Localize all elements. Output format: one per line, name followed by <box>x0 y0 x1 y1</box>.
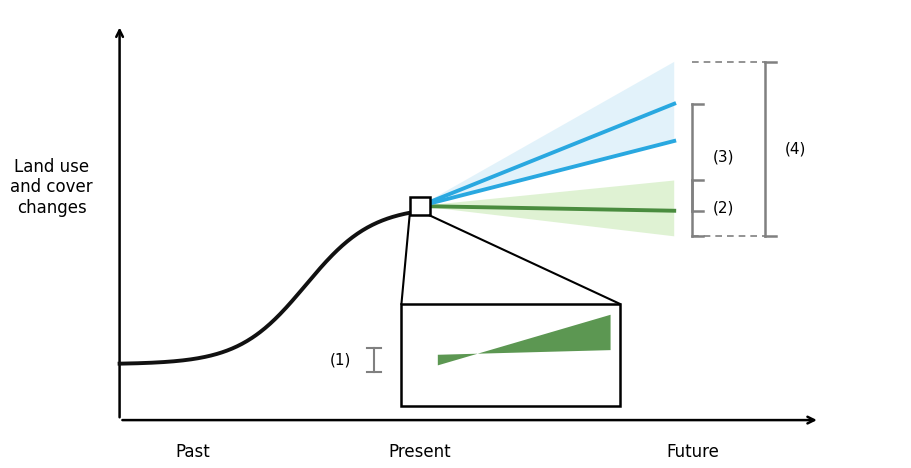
Polygon shape <box>419 62 673 206</box>
Polygon shape <box>437 315 609 366</box>
Text: Land use
and cover
changes: Land use and cover changes <box>10 158 93 217</box>
Text: (2): (2) <box>711 201 733 216</box>
Bar <box>409 197 429 215</box>
Text: Future: Future <box>665 443 718 461</box>
Text: (4): (4) <box>784 142 805 157</box>
Text: Present: Present <box>388 443 450 461</box>
Polygon shape <box>419 181 673 236</box>
Bar <box>401 304 619 406</box>
Text: Past: Past <box>175 443 210 461</box>
Text: (3): (3) <box>711 150 733 165</box>
Text: (1): (1) <box>330 352 351 367</box>
